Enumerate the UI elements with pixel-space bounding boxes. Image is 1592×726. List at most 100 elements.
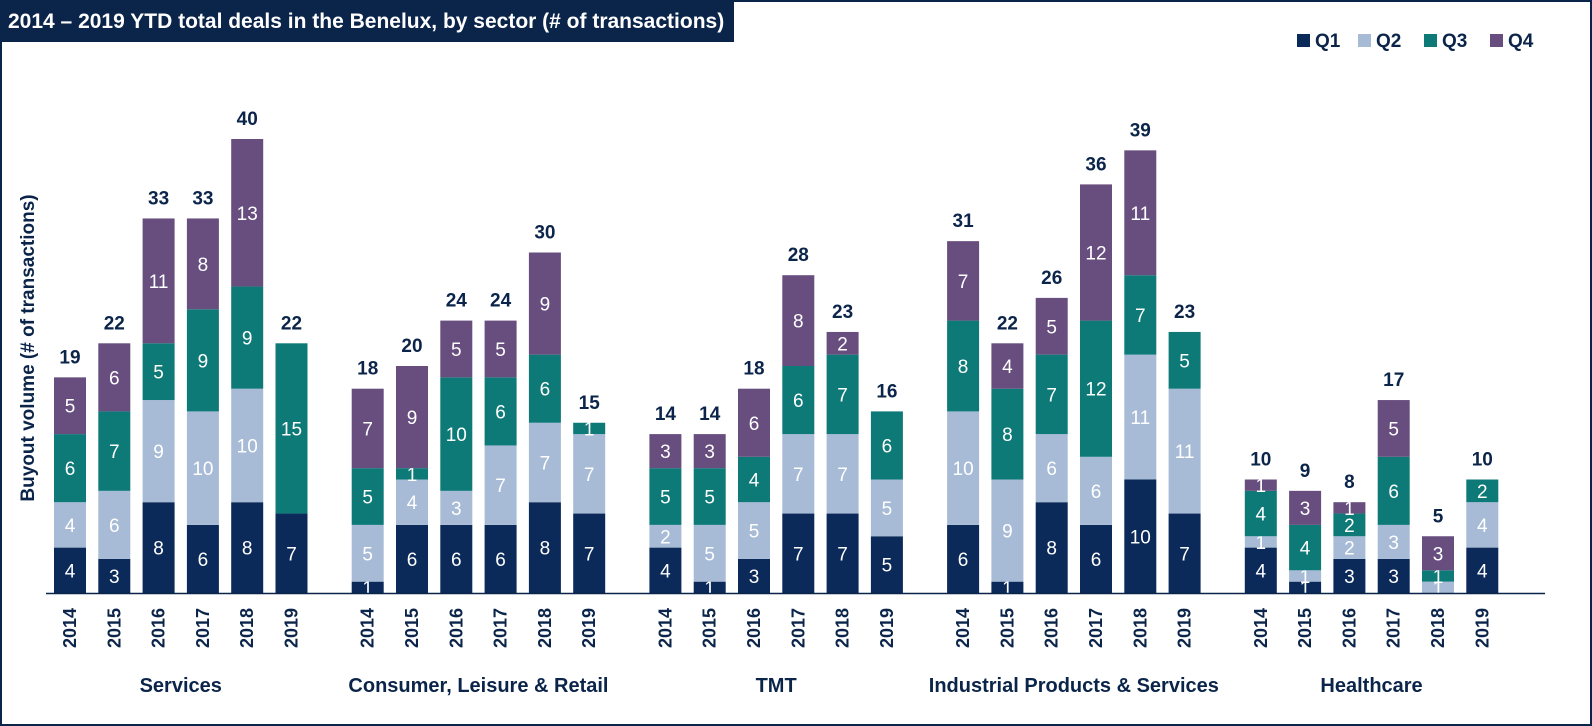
bar-segment-q2: [1124, 354, 1157, 480]
bar-segment-q3: [1289, 524, 1322, 571]
legend-label-q2: Q2: [1376, 31, 1401, 52]
bar-segment-q4: [1377, 400, 1410, 457]
segment-value-label: 6: [749, 414, 760, 435]
year-tick-label: 2014: [60, 608, 80, 648]
bar-segment-q1: [649, 547, 682, 593]
segment-value-label: 4: [1477, 516, 1488, 537]
year-tick-label: 2018: [1130, 608, 1150, 648]
segment-value-label: 2: [1344, 516, 1355, 537]
segment-value-label: 10: [237, 436, 258, 457]
bar-segment-q3: [573, 422, 606, 435]
bar-segment-q2: [1333, 536, 1366, 559]
bar-segment-q2: [826, 434, 859, 514]
bar-segment-q1: [54, 547, 86, 593]
segment-value-label: 10: [192, 459, 213, 480]
year-tick-label: 2017: [788, 608, 808, 648]
segment-value-label: 5: [495, 340, 506, 361]
segment-value-label: 7: [362, 419, 373, 440]
year-tick-label: 2018: [237, 608, 257, 648]
segment-value-label: 10: [1130, 527, 1151, 548]
segment-value-label: 3: [1388, 567, 1399, 588]
bar-total-label: 22: [997, 313, 1018, 334]
segment-value-label: 5: [749, 522, 760, 543]
bar-segment-q1: [186, 524, 219, 593]
bar-segment-q3: [231, 286, 264, 389]
segment-value-label: 5: [362, 488, 373, 509]
segment-value-label: 4: [407, 493, 418, 514]
segment-value-label: 4: [749, 471, 760, 492]
bar-segment-q2: [947, 411, 980, 525]
bar-segment-q4: [1333, 502, 1366, 514]
bar-segment-q3: [947, 320, 980, 412]
bar-segment-q3: [782, 366, 815, 435]
bar-segment-q1: [947, 524, 980, 593]
legend-swatch-q2: [1358, 34, 1371, 47]
bar-segment-q4: [484, 320, 517, 378]
year-tick-label: 2017: [1086, 608, 1106, 648]
segment-value-label: 6: [1091, 550, 1102, 571]
segment-value-label: 11: [149, 272, 169, 293]
segment-value-label: 11: [1130, 408, 1150, 429]
bar-segment-q1: [693, 581, 726, 593]
bar-segment-q3: [528, 354, 561, 423]
legend-label-q4: Q4: [1508, 31, 1534, 52]
bar-segment-q1: [440, 524, 473, 593]
segment-value-label: 9: [198, 351, 209, 372]
segment-value-label: 5: [1388, 419, 1399, 440]
bar-segment-q3: [186, 309, 219, 412]
segment-value-label: 1: [1433, 567, 1444, 588]
bar-segment-q1: [484, 524, 517, 593]
year-tick-label: 2016: [446, 608, 466, 648]
legend-swatch-q1: [1297, 34, 1310, 47]
segment-value-label: 5: [362, 544, 373, 565]
segment-value-label: 7: [793, 465, 804, 486]
segment-value-label: 1: [1002, 578, 1013, 599]
bar-segment-q1: [396, 524, 428, 593]
bar-total-label: 30: [534, 223, 555, 244]
segment-value-label: 5: [704, 488, 715, 509]
segment-value-label: 8: [793, 312, 804, 333]
bar-segment-q3: [351, 468, 384, 525]
bar-segment-q2: [1466, 502, 1499, 548]
segment-value-label: 10: [446, 425, 467, 446]
bar-segment-q2: [738, 502, 770, 559]
bar-segment-q1: [573, 513, 606, 593]
segment-value-label: 6: [451, 550, 462, 571]
segment-value-label: 9: [242, 329, 253, 350]
segment-value-label: 11: [1130, 204, 1150, 225]
bar-segment-q3: [1377, 456, 1410, 525]
bar-segment-q3: [1124, 275, 1157, 355]
bar-segment-q3: [991, 388, 1024, 480]
segment-value-label: 6: [495, 402, 506, 423]
segment-value-label: 1: [1256, 533, 1267, 554]
bar-total-label: 28: [788, 245, 809, 266]
sector-label: Healthcare: [1320, 675, 1422, 697]
year-tick-label: 2014: [1251, 608, 1271, 648]
segment-value-label: 7: [584, 544, 595, 565]
year-tick-label: 2019: [1472, 608, 1492, 648]
year-tick-label: 2016: [1042, 608, 1062, 648]
bar-segment-q2: [396, 479, 428, 525]
bar-segment-q1: [1333, 558, 1366, 593]
segment-value-label: 7: [109, 442, 120, 463]
year-tick-label: 2014: [655, 608, 675, 648]
bar-segment-q1: [738, 558, 770, 593]
bar-segment-q4: [186, 218, 219, 310]
bar-total-label: 15: [579, 393, 601, 414]
segment-value-label: 2: [1344, 539, 1355, 560]
bar-segment-q2: [1168, 388, 1201, 514]
bar-segment-q2: [782, 434, 815, 514]
bar-segment-q2: [98, 490, 131, 559]
segment-value-label: 2: [1477, 482, 1488, 503]
year-tick-label: 2019: [1175, 608, 1195, 648]
bar-segment-q1: [98, 558, 131, 593]
sector-label: Industrial Products & Services: [929, 675, 1219, 697]
bar-total-label: 23: [832, 302, 853, 323]
bar-total-label: 18: [743, 359, 764, 380]
segment-value-label: 8: [540, 539, 551, 560]
sector-label: TMT: [756, 675, 797, 697]
segment-value-label: 4: [1256, 561, 1267, 582]
bar-segment-q1: [1080, 524, 1112, 593]
bar-total-label: 22: [281, 313, 302, 334]
year-tick-label: 2016: [149, 608, 169, 648]
